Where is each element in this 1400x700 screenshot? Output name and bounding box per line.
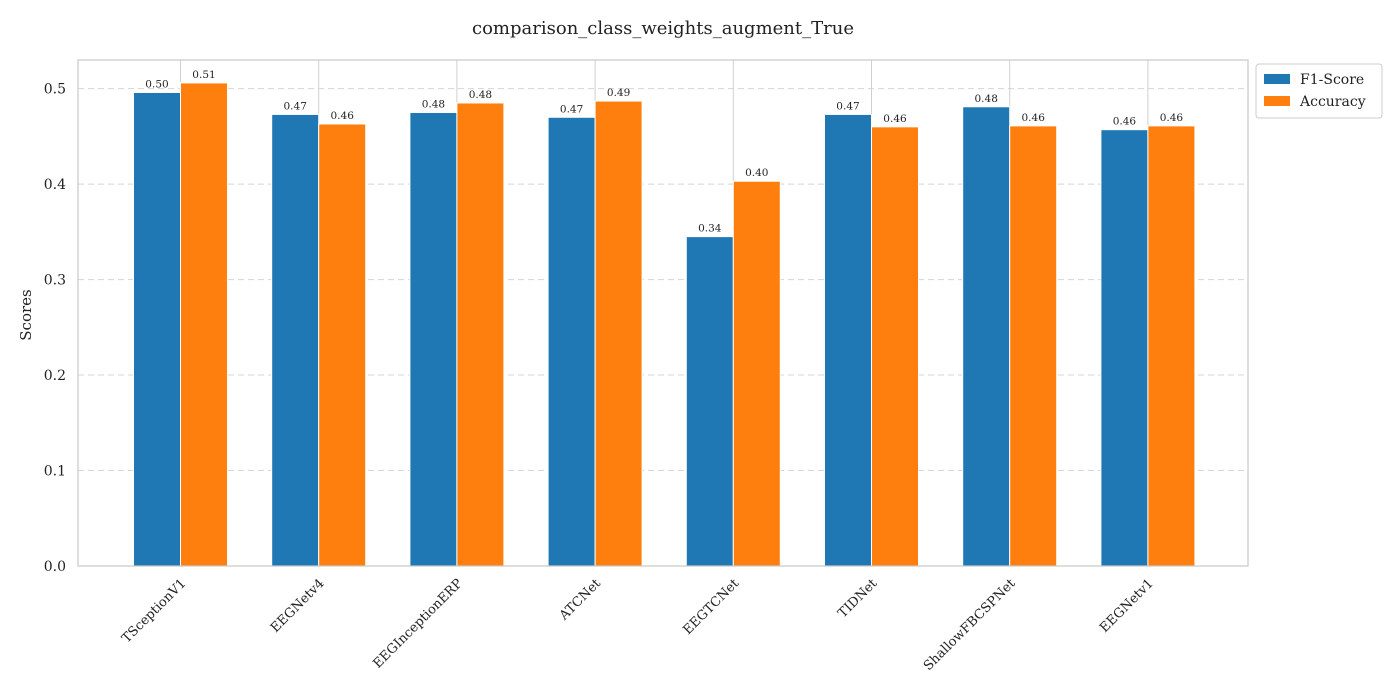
bar-accuracy-tidnet (871, 126, 919, 567)
y-tick-label: 0.0 (44, 559, 66, 575)
bar-f1-score-tsceptionv1 (133, 91, 181, 567)
bar-f1-score-shallowfbcspnet (962, 106, 1011, 567)
x-tick-label: TIDNet (835, 576, 880, 621)
data-label: 0.34 (698, 223, 722, 235)
legend-swatch (1264, 96, 1290, 106)
data-label: 0.48 (469, 89, 492, 101)
bar-f1-score-atcnet (547, 116, 596, 567)
x-tick-label: ATCNet (556, 576, 604, 624)
x-tick-label: EEGNetv4 (268, 576, 328, 636)
y-tick-label: 0.2 (44, 368, 66, 384)
y-tick-label: 0.1 (44, 464, 66, 480)
x-tick-label: TSceptionV1 (119, 576, 189, 646)
y-axis-label: Scores (17, 289, 35, 340)
bar-accuracy-shallowfbcspnet (1009, 125, 1058, 567)
legend-swatch (1264, 74, 1290, 84)
x-tick-label: EEGTCNet (680, 576, 742, 638)
data-label: 0.49 (607, 87, 630, 99)
bar-f1-score-eeginceptionerp (409, 112, 458, 567)
y-tick-label: 0.3 (44, 273, 66, 289)
bar-f1-score-tidnet (824, 113, 872, 567)
legend: F1-Score Accuracy (1255, 63, 1383, 119)
data-label: 0.47 (836, 100, 859, 112)
bar-accuracy-eegtcnet (732, 180, 781, 567)
bar-accuracy-atcnet (594, 100, 643, 567)
data-label: 0.50 (145, 78, 168, 90)
data-label: 0.46 (1160, 112, 1184, 124)
data-label: 0.47 (284, 100, 307, 112)
plot-frame (77, 59, 1249, 567)
data-label: 0.47 (560, 103, 583, 115)
bar-f1-score-eegnetv4 (271, 113, 320, 567)
x-tick-label: EEGNetv1 (1097, 576, 1157, 636)
bar-accuracy-eeginceptionerp (456, 102, 505, 567)
data-labels: 0.50 0.47 0.48 0.47 0.34 0.47 0.48 0.46 0.51 0.46… (145, 69, 1183, 235)
x-axis-ticks: TSceptionV1 EEGNetv4 EEGInceptionERP ATCNet… (119, 576, 1156, 674)
bar-accuracy-eegnetv4 (318, 123, 367, 567)
gridlines (78, 60, 1248, 566)
data-label: 0.48 (975, 93, 998, 105)
bar-accuracy-tsceptionv1 (180, 82, 228, 567)
bars (133, 82, 1196, 567)
y-tick-label: 0.5 (44, 82, 66, 98)
chart-title: comparison_class_weights_augment_True (472, 18, 854, 39)
data-label: 0.46 (1022, 112, 1046, 124)
bar-f1-score-eegtcnet (685, 236, 734, 567)
bar-f1-score-eegnetv1 (1100, 129, 1149, 567)
x-tick-label: EEGInceptionERP (370, 576, 465, 671)
y-axis-ticks: 0.0 0.1 0.2 0.3 0.4 0.5 (44, 82, 66, 575)
legend-label: Accuracy (1299, 94, 1366, 110)
data-label: 0.46 (331, 110, 355, 122)
data-label: 0.46 (883, 113, 907, 125)
y-tick-label: 0.4 (44, 177, 66, 193)
x-tick-label: ShallowFBCSPNet (921, 576, 1019, 674)
data-label: 0.40 (745, 167, 768, 179)
data-label: 0.46 (1113, 116, 1137, 128)
legend-label: F1-Score (1300, 72, 1364, 88)
bar-accuracy-eegnetv1 (1147, 125, 1196, 567)
data-label: 0.51 (192, 69, 215, 81)
data-label: 0.48 (422, 99, 445, 111)
